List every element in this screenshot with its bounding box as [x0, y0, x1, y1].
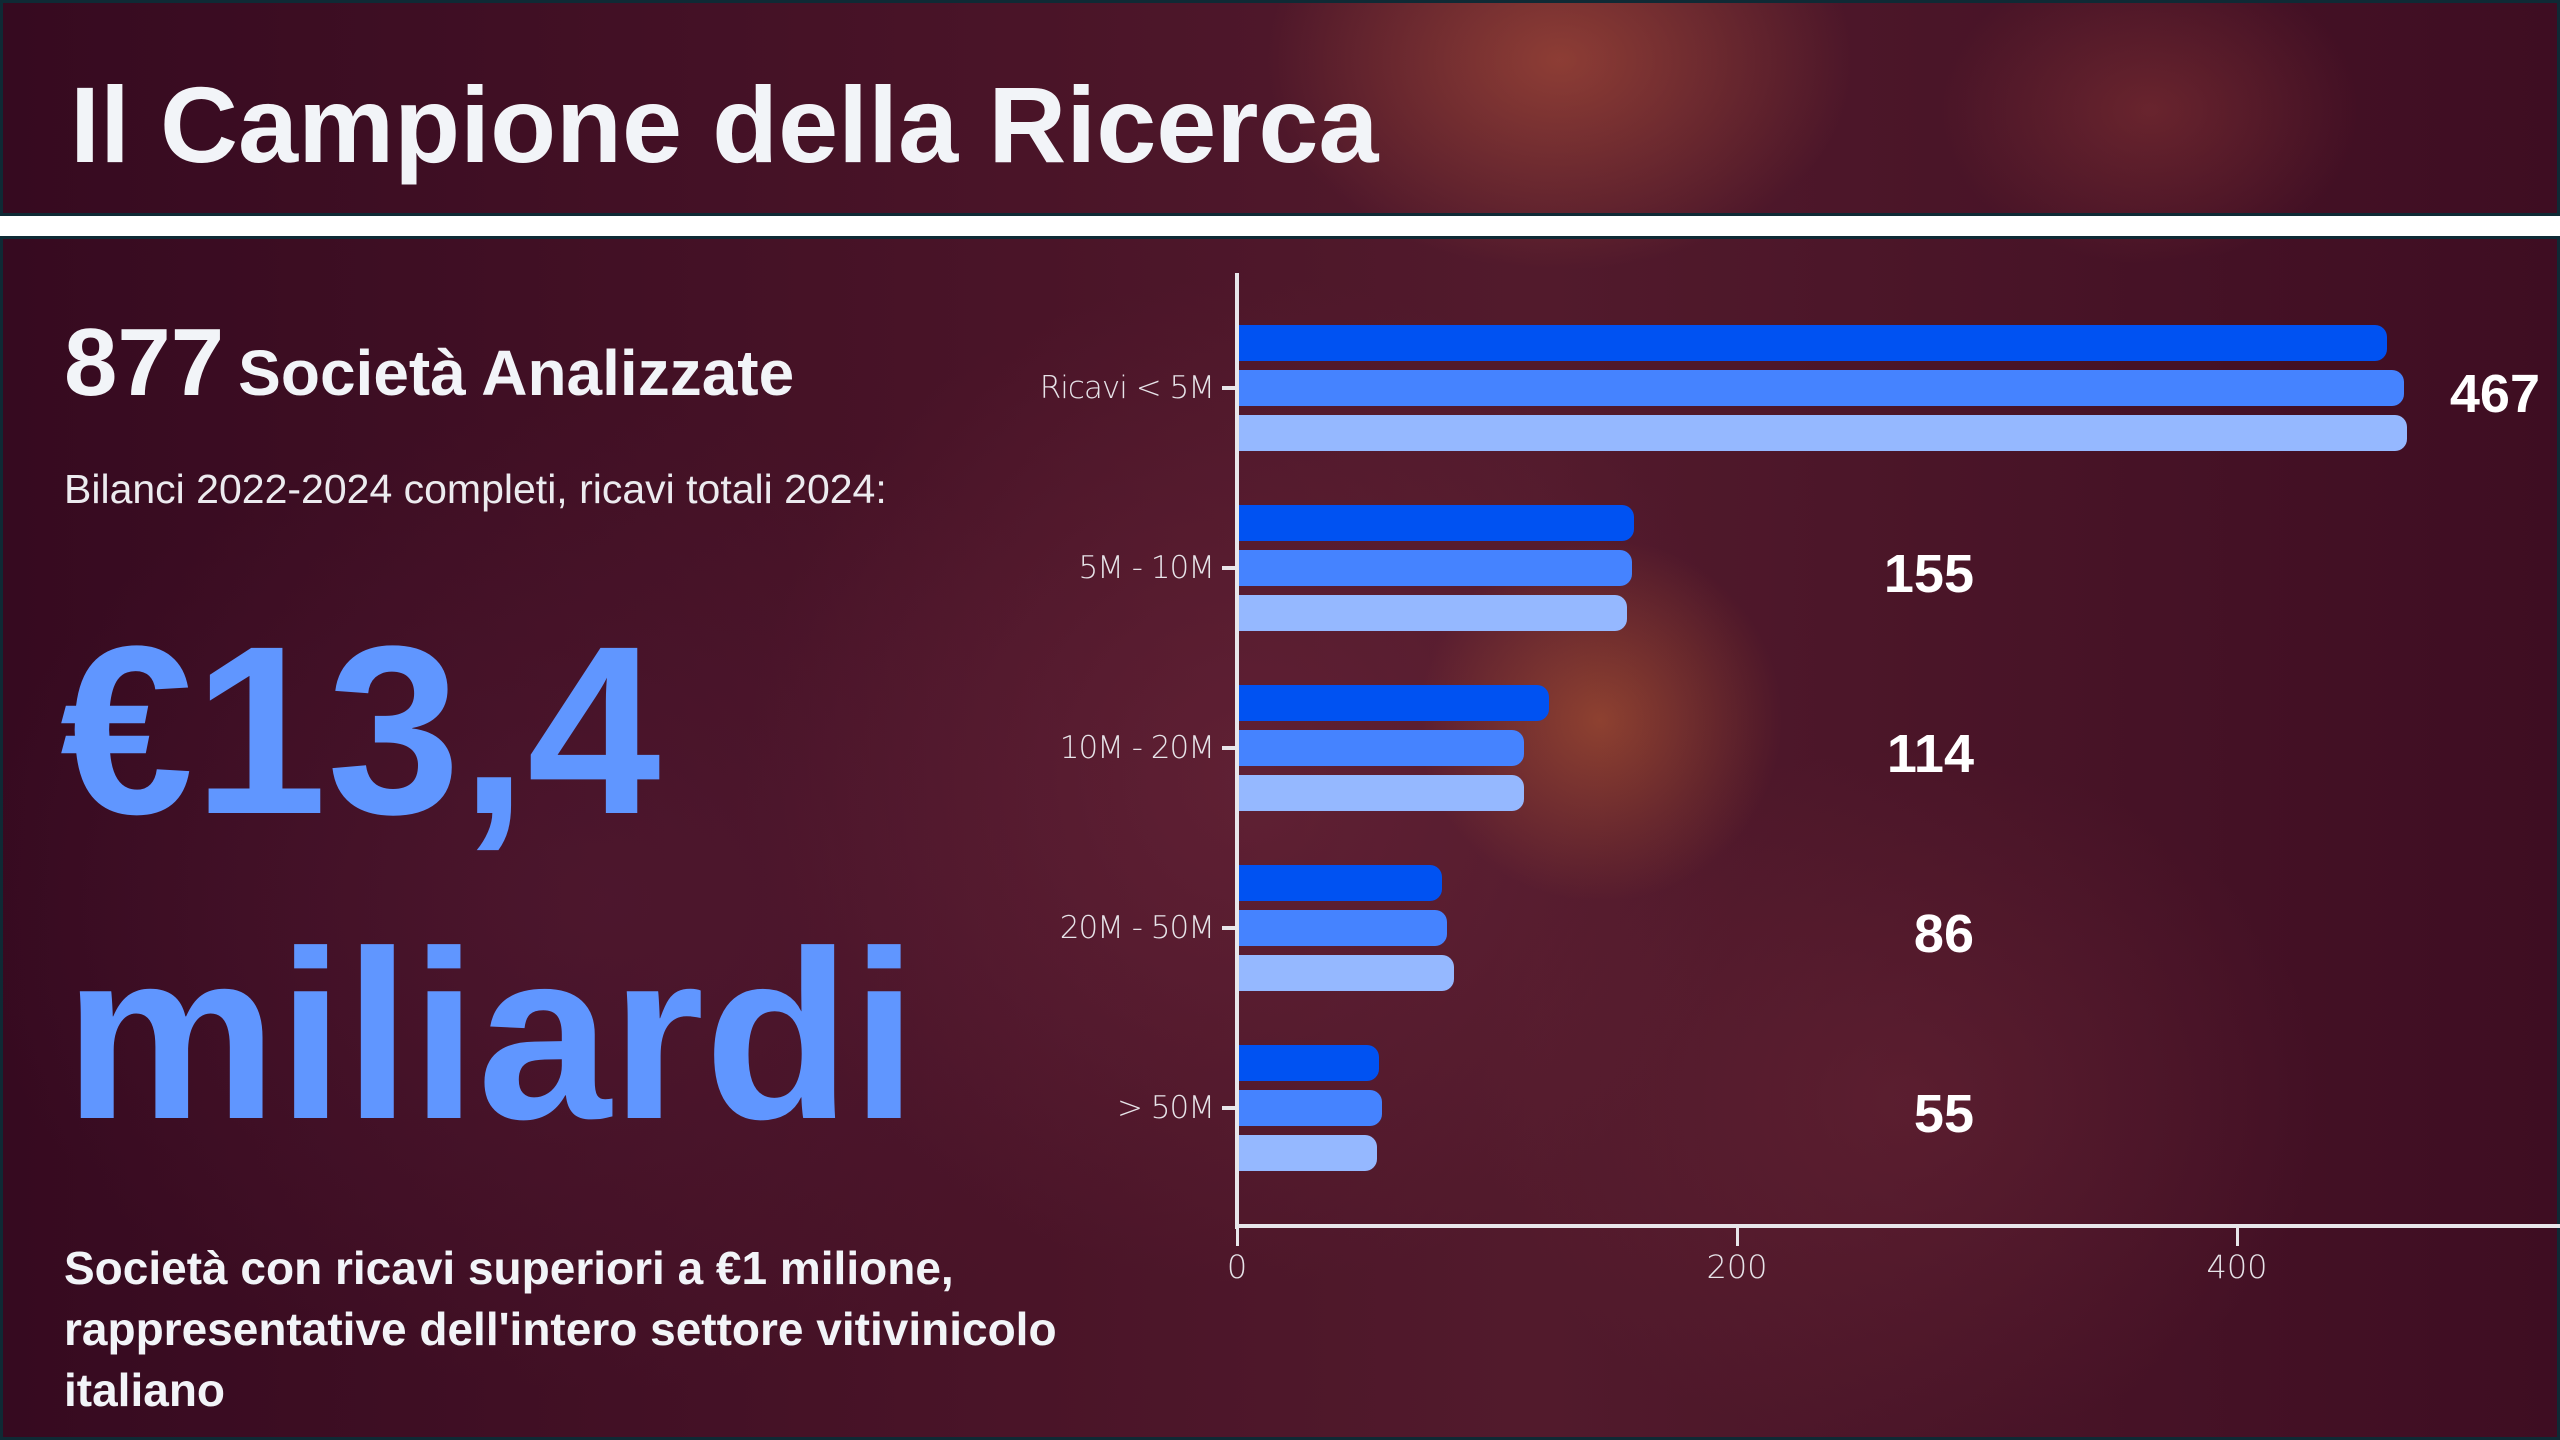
bar [1239, 505, 1634, 541]
value-label: 86 [1913, 904, 1974, 964]
page-title: Il Campione della Ricerca [70, 64, 1379, 185]
x-axis [1235, 1224, 2560, 1228]
y-tick [1222, 926, 1236, 930]
bar [1239, 325, 2387, 361]
total-revenue-amount: €13,4 [60, 596, 661, 864]
bar [1239, 370, 2404, 406]
bar [1239, 685, 1549, 721]
y-tick [1222, 1106, 1236, 1110]
bar [1239, 955, 1454, 991]
company-count: 877 Società Analizzate [64, 308, 794, 418]
y-tick [1222, 386, 1236, 390]
bar [1239, 1045, 1379, 1081]
company-count-value: 877 [64, 309, 225, 416]
company-count-label: Società Analizzate [238, 337, 795, 409]
total-revenue-unit: miliardi [64, 901, 918, 1169]
x-tick-label: 200 [1706, 1248, 1768, 1286]
y-tick [1222, 746, 1236, 750]
value-label: 467 [2449, 364, 2540, 424]
x-tick [1236, 1228, 1239, 1246]
category-label: 20M - 50M [1059, 910, 1215, 946]
subtitle: Bilanci 2022-2024 completi, ricavi total… [64, 466, 887, 512]
y-axis [1235, 273, 1239, 1229]
category-label: Ricavi < 5M [1039, 370, 1215, 406]
bar [1239, 1090, 1382, 1126]
title-divider [0, 213, 2560, 239]
value-label: 155 [1883, 544, 1974, 604]
bar [1239, 595, 1627, 631]
bar [1239, 775, 1524, 811]
bar [1239, 910, 1447, 946]
value-label: 55 [1913, 1084, 1974, 1144]
bar [1239, 550, 1632, 586]
bar [1239, 865, 1442, 901]
category-label: 10M - 20M [1059, 730, 1215, 766]
x-tick [1736, 1228, 1739, 1246]
x-tick-label: 400 [2206, 1248, 2268, 1286]
y-tick [1222, 566, 1236, 570]
bar [1239, 415, 2407, 451]
value-label: 114 [1886, 724, 1974, 784]
sample-note: Società con ricavi superiori a €1 milion… [64, 1242, 1057, 1416]
x-tick [2236, 1228, 2239, 1246]
bar [1239, 730, 1524, 766]
category-label: 5M - 10M [1078, 550, 1215, 586]
bar [1239, 1135, 1377, 1171]
category-label: > 50M [1116, 1090, 1215, 1126]
x-tick-label: 0 [1226, 1248, 1248, 1286]
